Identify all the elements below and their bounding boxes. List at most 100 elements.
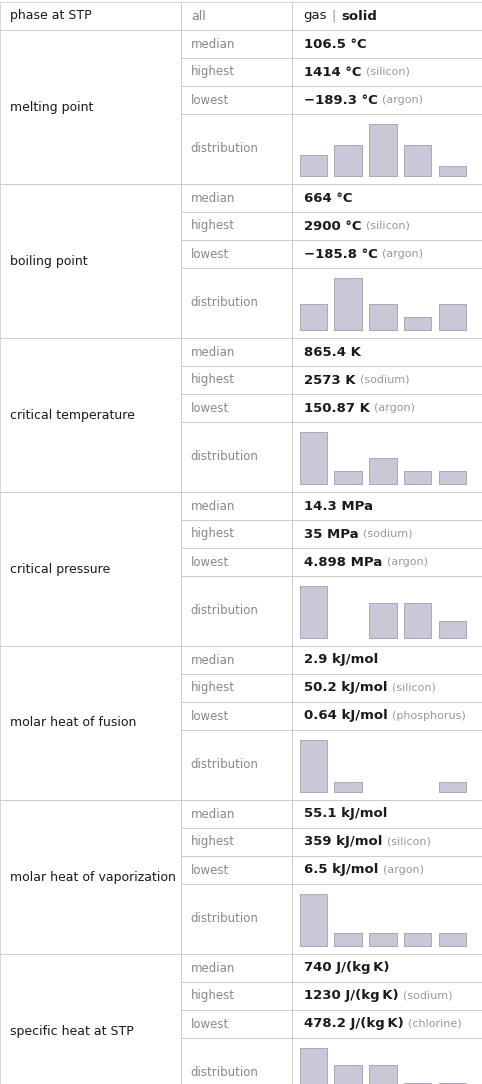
Text: 2.9 kJ/mol: 2.9 kJ/mol <box>304 654 378 667</box>
Text: boiling point: boiling point <box>10 255 88 268</box>
Bar <box>300 586 327 638</box>
Text: median: median <box>191 346 235 359</box>
Text: (argon): (argon) <box>387 557 428 567</box>
Text: 0.64 kJ/mol: 0.64 kJ/mol <box>304 710 388 723</box>
Bar <box>181 393 292 422</box>
Bar <box>439 782 466 792</box>
Bar <box>181 520 292 549</box>
Bar <box>300 740 327 792</box>
Bar <box>369 604 397 638</box>
Text: 50.2 kJ/mol: 50.2 kJ/mol <box>304 682 387 695</box>
Text: (argon): (argon) <box>375 403 415 413</box>
Text: distribution: distribution <box>191 1067 259 1080</box>
Bar <box>292 59 482 86</box>
Text: 865.4 K: 865.4 K <box>304 346 361 359</box>
Bar <box>292 30 482 59</box>
Bar <box>181 184 292 212</box>
Bar <box>335 1066 362 1084</box>
Bar <box>292 800 482 828</box>
Bar <box>292 492 482 520</box>
Text: lowest: lowest <box>191 247 229 260</box>
Text: solid: solid <box>342 10 377 23</box>
Bar <box>292 184 482 212</box>
Bar <box>404 1083 431 1084</box>
Bar <box>292 1038 482 1084</box>
Bar <box>404 604 431 638</box>
Bar <box>181 954 292 982</box>
Text: distribution: distribution <box>191 451 259 464</box>
Bar <box>292 86 482 114</box>
Text: (argon): (argon) <box>382 95 423 105</box>
Bar <box>439 166 466 176</box>
Text: (sodium): (sodium) <box>360 375 410 385</box>
Text: melting point: melting point <box>10 101 94 114</box>
Bar <box>439 621 466 638</box>
Bar <box>181 268 292 338</box>
Bar <box>292 366 482 393</box>
Bar <box>439 933 466 946</box>
Bar <box>0 184 181 338</box>
Text: distribution: distribution <box>191 297 259 310</box>
Bar <box>181 674 292 702</box>
Bar <box>181 366 292 393</box>
Bar <box>181 856 292 883</box>
Text: median: median <box>191 654 235 667</box>
Bar <box>292 856 482 883</box>
Bar <box>292 954 482 982</box>
Text: (sodium): (sodium) <box>403 991 453 1001</box>
Text: critical temperature: critical temperature <box>10 409 135 422</box>
Text: lowest: lowest <box>191 864 229 877</box>
Text: all: all <box>191 10 205 23</box>
Bar <box>181 1038 292 1084</box>
Bar <box>0 646 181 800</box>
Bar <box>439 304 466 330</box>
Bar <box>181 549 292 576</box>
Bar <box>292 268 482 338</box>
Bar <box>181 30 292 59</box>
Bar <box>181 883 292 954</box>
Text: (silicon): (silicon) <box>366 67 410 77</box>
Bar <box>181 1010 292 1038</box>
Bar <box>181 576 292 646</box>
Text: 740 J/(kg K): 740 J/(kg K) <box>304 962 389 975</box>
Text: lowest: lowest <box>191 555 229 568</box>
Bar <box>0 492 181 646</box>
Text: 6.5 kJ/mol: 6.5 kJ/mol <box>304 864 378 877</box>
Text: (argon): (argon) <box>382 249 423 259</box>
Bar <box>292 114 482 184</box>
Bar <box>300 304 327 330</box>
Bar <box>0 800 181 954</box>
Text: highest: highest <box>191 836 235 849</box>
Bar <box>181 730 292 800</box>
Bar <box>181 240 292 268</box>
Text: median: median <box>191 962 235 975</box>
Text: molar heat of fusion: molar heat of fusion <box>10 717 136 730</box>
Text: gas: gas <box>304 10 327 23</box>
Bar <box>181 212 292 240</box>
Bar <box>439 472 466 483</box>
Bar <box>292 576 482 646</box>
Bar <box>181 702 292 730</box>
Bar <box>404 472 431 483</box>
Bar <box>300 894 327 946</box>
Text: (silicon): (silicon) <box>366 221 410 231</box>
Text: distribution: distribution <box>191 142 259 155</box>
Text: 4.898 MPa: 4.898 MPa <box>304 555 382 568</box>
Text: 150.87 K: 150.87 K <box>304 401 370 414</box>
Bar <box>181 59 292 86</box>
Text: lowest: lowest <box>191 710 229 723</box>
Bar <box>181 86 292 114</box>
Text: 106.5 °C: 106.5 °C <box>304 38 366 51</box>
Text: specific heat at STP: specific heat at STP <box>10 1024 134 1037</box>
Bar <box>369 933 397 946</box>
Bar <box>335 933 362 946</box>
Text: median: median <box>191 808 235 821</box>
Text: 55.1 kJ/mol: 55.1 kJ/mol <box>304 808 387 821</box>
Bar <box>404 933 431 946</box>
Bar <box>292 646 482 674</box>
Text: highest: highest <box>191 528 235 541</box>
Text: 14.3 MPa: 14.3 MPa <box>304 500 373 513</box>
Text: molar heat of vaporization: molar heat of vaporization <box>10 870 176 883</box>
Text: highest: highest <box>191 374 235 387</box>
Bar <box>335 782 362 792</box>
